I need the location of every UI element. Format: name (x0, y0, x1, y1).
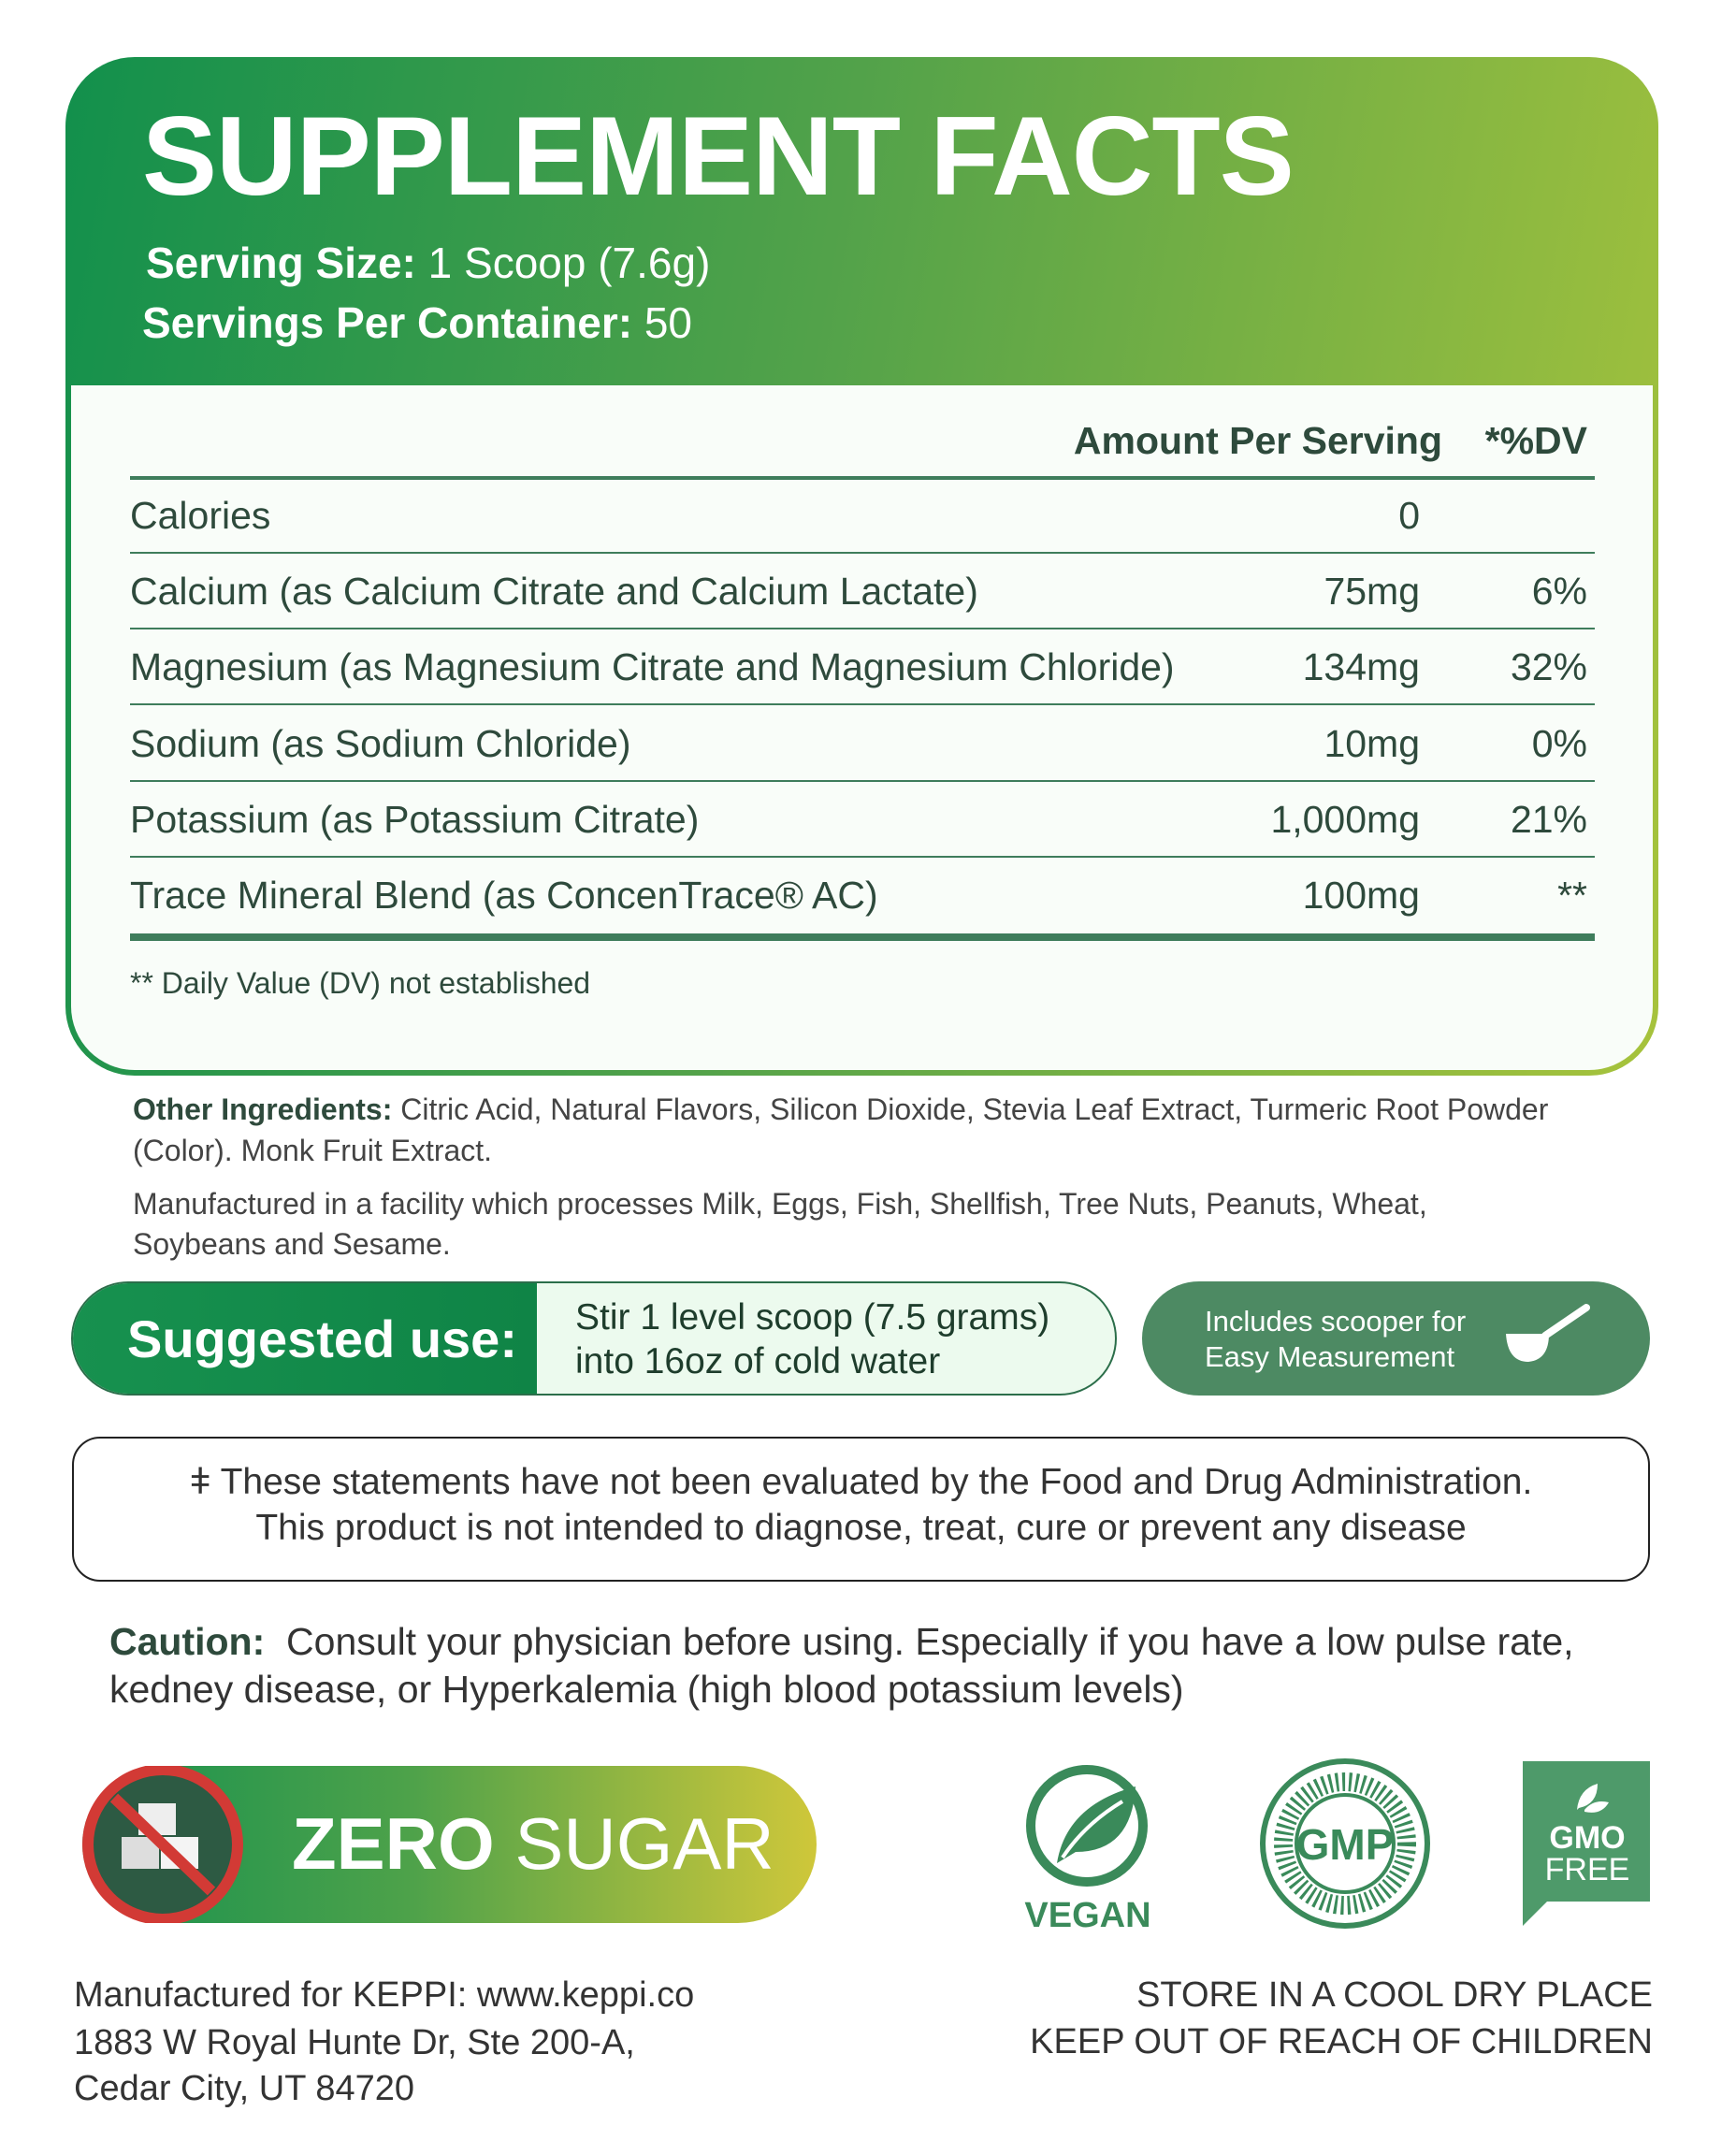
vegan-label: VEGAN (1024, 1896, 1151, 1935)
no-sugar-icon (82, 1766, 243, 1923)
rule (130, 476, 1595, 480)
label: Caution: (109, 1620, 266, 1663)
row-amount: 134mg (1302, 645, 1420, 689)
suggested-use-text: into 16oz of cold water (575, 1341, 941, 1381)
servings-per-container: Servings Per Container: 50 (142, 297, 692, 349)
row-amount: 75mg (1324, 570, 1420, 614)
rule (130, 703, 1595, 706)
title: SUPPLEMENT FACTS (142, 94, 1295, 219)
scooper-text: Includes scooper for (1205, 1305, 1467, 1338)
vegan-badge (1026, 1765, 1148, 1887)
suggested-use-pill (71, 1281, 1117, 1396)
scooper-text: Easy Measurement (1205, 1340, 1455, 1373)
footer-left: Manufactured for KEPPI: www.keppi.co (74, 1975, 695, 2015)
row-name: Potassium (as Potassium Citrate) (130, 797, 700, 841)
row-dv: 0% (1531, 721, 1587, 765)
row-amount: 1,000mg (1270, 797, 1420, 841)
row-dv: 21% (1510, 797, 1587, 841)
gmo-label: GMO (1549, 1820, 1626, 1856)
row-name: Calcium (as Calcium Citrate and Calcium … (130, 570, 978, 614)
footer-left: 1883 W Royal Hunte Dr, Ste 200-A, (74, 2023, 635, 2062)
zero-sugar: ZERO SUGAR (292, 1801, 774, 1888)
label: Other Ingredients: (133, 1092, 393, 1126)
footer-left: Cedar City, UT 84720 (74, 2069, 414, 2108)
disclaimer: ǂ These statements have not been evaluat… (189, 1462, 1533, 1502)
rule (130, 855, 1595, 858)
row-name: Trace Mineral Blend (as ConcenTrace® AC) (130, 874, 878, 917)
sugar: SUGAR (514, 1802, 774, 1885)
text: Citric Acid, Natural Flavors, Silicon Di… (133, 1092, 1549, 1167)
row-name: Magnesium (as Magnesium Citrate and Magn… (130, 645, 1175, 689)
row-name: Calories (130, 494, 271, 537)
rule (130, 933, 1595, 941)
gmo-free-badge (1523, 1761, 1650, 1926)
label: Serving Size: (146, 239, 416, 287)
column-header: Amount Per Serving (1073, 419, 1442, 462)
row-amount: 0 (1398, 494, 1420, 537)
rule (130, 552, 1595, 554)
free-label: FREE (1544, 1852, 1630, 1887)
row-amount: 10mg (1324, 721, 1420, 765)
facts-table-area (71, 385, 1653, 1070)
gmp-badge (1260, 1758, 1430, 1929)
other-ingredients: Other Ingredients: Citric Acid, Natural … (133, 1089, 1620, 1171)
footnote: ** Daily Value (DV) not established (130, 966, 591, 1000)
scooper-pill (1142, 1281, 1650, 1396)
disclaimer-box (72, 1437, 1650, 1582)
footer-right: STORE IN A COOL DRY PLACE (1136, 1975, 1653, 2015)
serving-size: Serving Size: 1 Scoop (7.6g) (146, 238, 710, 289)
row-amount: 100mg (1302, 874, 1420, 917)
footer-right: KEEP OUT OF REACH OF CHILDREN (1030, 2022, 1653, 2061)
column-header: *%DV (1484, 419, 1587, 462)
disclaimer: This product is not intended to diagnose… (255, 1508, 1467, 1548)
allergen-note: Manufactured in a facility which process… (133, 1187, 1427, 1261)
scoop-icon (1506, 1304, 1590, 1362)
zero: ZERO (292, 1802, 495, 1885)
suggested-use-label: Suggested use: (127, 1309, 517, 1368)
row-name: Sodium (as Sodium Chloride) (130, 721, 631, 765)
row-dv: 32% (1510, 645, 1587, 689)
value: 50 (644, 298, 692, 347)
rule (130, 628, 1595, 630)
label: Servings Per Container: (142, 298, 633, 347)
text: Consult your physician before using. Esp… (109, 1620, 1574, 1711)
gmp-label: GMP (1295, 1820, 1395, 1869)
suggested-use-text: Stir 1 level scoop (7.5 grams) (575, 1297, 1050, 1338)
value: 1 Scoop (7.6g) (427, 239, 711, 287)
rule (130, 779, 1595, 782)
label-bg (73, 1283, 537, 1394)
row-dv: ** (1557, 874, 1587, 917)
row-dv: 6% (1531, 570, 1587, 614)
caution: Caution: Consult your physician before u… (109, 1618, 1662, 1714)
